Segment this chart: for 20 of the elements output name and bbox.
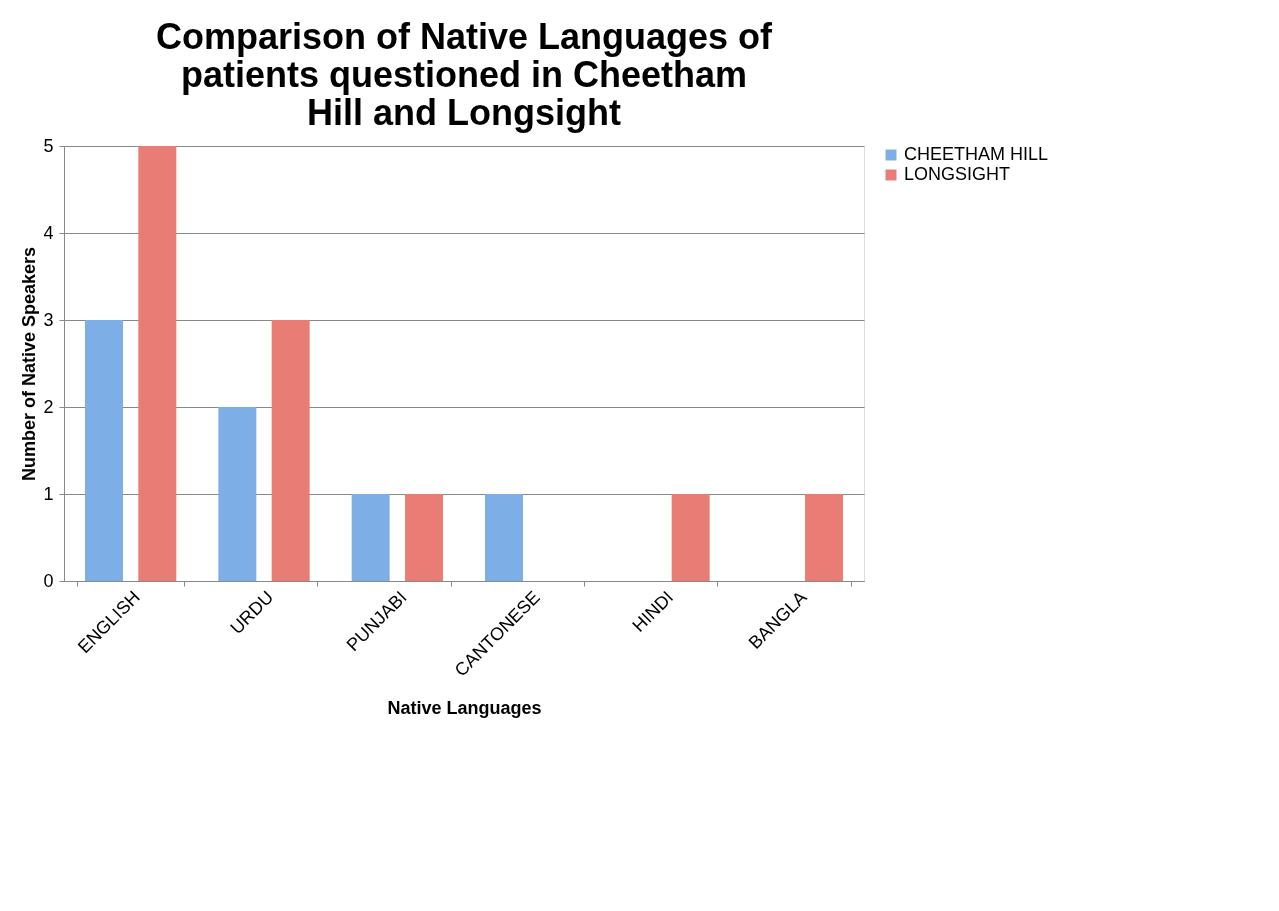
bar — [138, 146, 177, 581]
legend-label: LONGSIGHT — [904, 164, 1011, 184]
y-tick-label: 0 — [43, 570, 54, 591]
bar — [671, 494, 710, 581]
bar — [405, 494, 443, 581]
bar — [485, 494, 523, 581]
bar — [351, 494, 390, 581]
bar — [85, 320, 123, 581]
legend-label: CHEETHAM HILL — [904, 144, 1049, 164]
y-tick-label: 5 — [43, 135, 54, 156]
y-tick-label: 3 — [43, 309, 54, 330]
bar — [218, 407, 257, 581]
y-tick-label: 1 — [43, 483, 54, 504]
y-tick-label: 4 — [43, 222, 54, 243]
chart-title: Comparison of Native Languages of patients questioned in Cheetham Hill and Longsight — [155, 16, 774, 133]
bar — [271, 320, 310, 581]
y-tick-label: 2 — [43, 396, 54, 417]
y-axis-title: Number of Native Speakers — [19, 246, 40, 482]
x-axis-title: Native Languages — [387, 698, 542, 719]
bar — [805, 494, 843, 581]
